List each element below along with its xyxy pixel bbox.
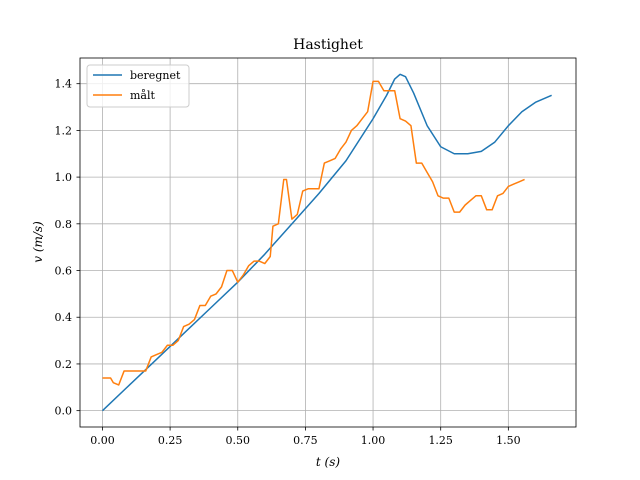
series-line-malt — [102, 80, 525, 386]
y-axis-label: v (m/s) — [31, 221, 45, 263]
plot-frame — [79, 57, 577, 428]
legend: beregnet målt — [86, 64, 190, 108]
x-tick-label: 0.00 — [90, 434, 115, 447]
y-tick-label: 1.0 — [55, 171, 73, 184]
chart-title: Hastighet — [293, 37, 363, 53]
y-tick-label: 0.8 — [55, 218, 73, 231]
x-tick-label: 0.50 — [226, 434, 251, 447]
series-line-beregnet — [101, 73, 552, 412]
plot-background — [80, 58, 576, 427]
series-layer — [101, 73, 552, 412]
x-tick-label: 1.50 — [496, 434, 521, 447]
x-tick-label: 1.25 — [428, 434, 453, 447]
x-tick-label: 1.00 — [361, 434, 386, 447]
x-tick-label: 0.75 — [293, 434, 318, 447]
legend-label-beregnet: beregnet — [130, 69, 181, 82]
y-tick-label: 1.4 — [55, 78, 73, 91]
grid — [80, 58, 576, 427]
y-tick-label: 0.6 — [55, 265, 73, 278]
x-tick-label: 0.25 — [158, 434, 183, 447]
y-tick-label: 0.2 — [55, 358, 73, 371]
x-axis-label: t (s) — [316, 455, 340, 469]
y-tick-label: 0.0 — [55, 405, 73, 418]
y-tick-label: 1.2 — [55, 124, 73, 137]
ticks: 0.00 0.25 0.50 0.75 1.00 1.25 1.50 0.0 0.2 0.4 0.6… — [55, 78, 521, 447]
y-tick-label: 0.4 — [55, 311, 73, 324]
legend-label-malt: målt — [130, 89, 156, 102]
